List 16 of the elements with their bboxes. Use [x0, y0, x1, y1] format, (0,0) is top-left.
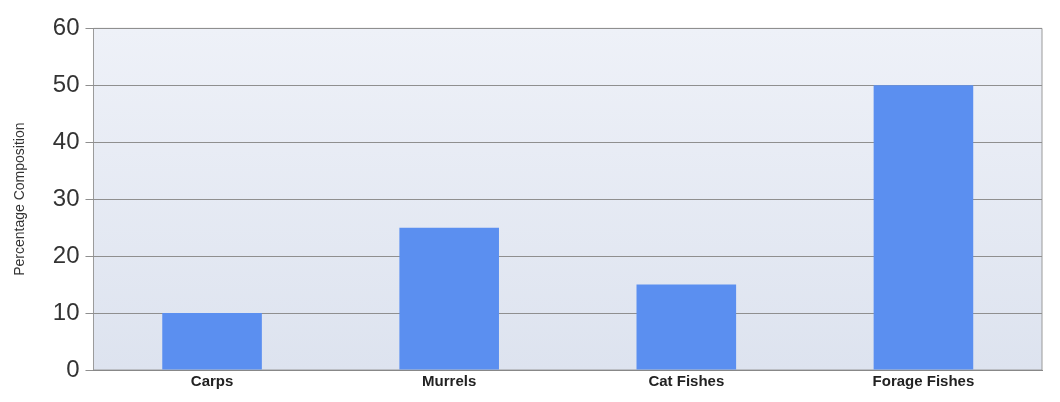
y-tick-label: 10: [52, 297, 80, 325]
bar: [873, 85, 974, 370]
y-tick-label: 50: [52, 69, 80, 97]
x-tick-label: Murrels: [422, 372, 477, 390]
x-tick-label: Cat Fishes: [648, 372, 725, 390]
bar: [399, 227, 499, 370]
y-axis-title: Percentage Composition: [11, 122, 28, 276]
bar: [162, 313, 262, 370]
y-tick-label: 20: [52, 240, 80, 268]
x-tick-label: Forage Fishes: [872, 372, 975, 390]
y-tick-label: 40: [52, 126, 80, 154]
bar: [636, 284, 737, 370]
y-tick-label: 0: [66, 354, 80, 382]
x-tick-label: Carps: [190, 372, 234, 390]
y-tick-label: 60: [52, 13, 80, 41]
y-tick-label: 30: [52, 183, 80, 211]
